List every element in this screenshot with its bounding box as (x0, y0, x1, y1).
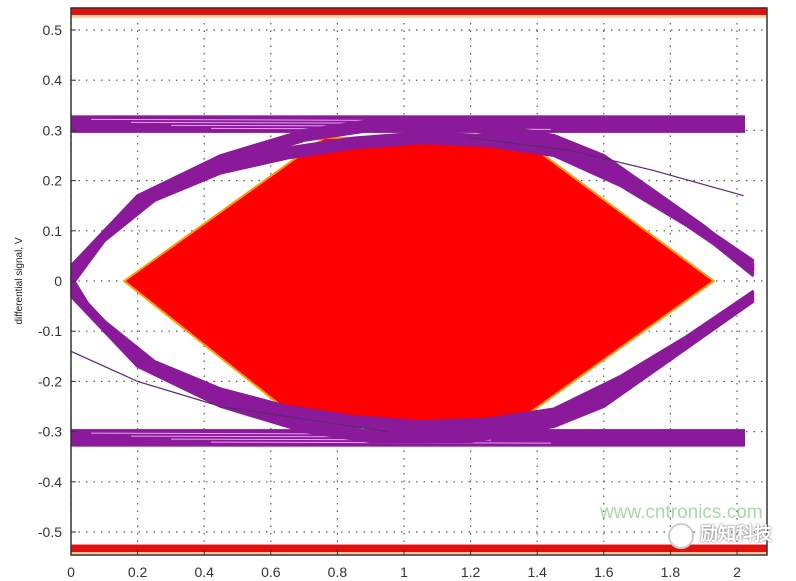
y-tick-label: -0.1 (38, 323, 62, 339)
y-tick-label: -0.3 (38, 424, 62, 440)
x-tick-label: 1.4 (527, 564, 547, 580)
x-tick-label: 0.2 (128, 564, 148, 580)
y-tick-label: 0.1 (43, 223, 63, 239)
eye-trace (69, 295, 755, 444)
eye-trace (69, 118, 755, 268)
eye-trace (470, 137, 744, 197)
rail-trace-highlight (90, 118, 372, 121)
x-tick-label: 0.6 (261, 564, 281, 580)
eye-trace (69, 139, 755, 285)
eye-trace (69, 293, 755, 442)
eye-trace (69, 122, 755, 272)
eye-trace (69, 284, 755, 424)
eye-trace (70, 350, 388, 433)
x-tick-label: 1 (400, 564, 408, 580)
y-tick-label: 0.5 (43, 22, 63, 38)
eye-trace (69, 285, 755, 434)
limit-band (71, 7, 767, 15)
eye-trace (69, 291, 755, 440)
y-tick-label: 0 (54, 273, 62, 289)
limit-band (71, 544, 767, 553)
y-axis-label: differential signal, V (14, 237, 25, 324)
x-tick-label: 1.6 (594, 564, 614, 580)
y-tick-label: -0.2 (38, 373, 62, 389)
y-tick-label: -0.4 (38, 474, 62, 490)
x-tick-label: 0.8 (328, 564, 348, 580)
watermark-brand: 励知科技 (700, 524, 772, 545)
eye-trace (69, 124, 755, 274)
eye-trace (69, 287, 755, 436)
x-tick-label: 0.4 (194, 564, 214, 580)
eye-trace (69, 283, 755, 426)
x-tick-label: 1.8 (661, 564, 681, 580)
eye-trace (69, 126, 755, 276)
eye-trace (69, 128, 755, 278)
eye-trace (69, 141, 755, 287)
eye-trace (69, 120, 755, 270)
y-tick-label: 0.4 (43, 72, 63, 88)
watermark-logo-icon (668, 523, 694, 549)
eye-trace (69, 289, 755, 438)
eye-trace (69, 137, 755, 283)
x-tick-label: 1.2 (461, 564, 481, 580)
eye-trace (69, 281, 755, 428)
y-tick-label: -0.5 (38, 524, 62, 540)
x-tick-label: 2 (733, 564, 741, 580)
x-tick-label: 0 (67, 564, 75, 580)
y-tick-label: 0.3 (43, 122, 63, 138)
watermark-url: www.cntronics.com (600, 502, 763, 523)
y-tick-label: 0.2 (43, 173, 63, 189)
